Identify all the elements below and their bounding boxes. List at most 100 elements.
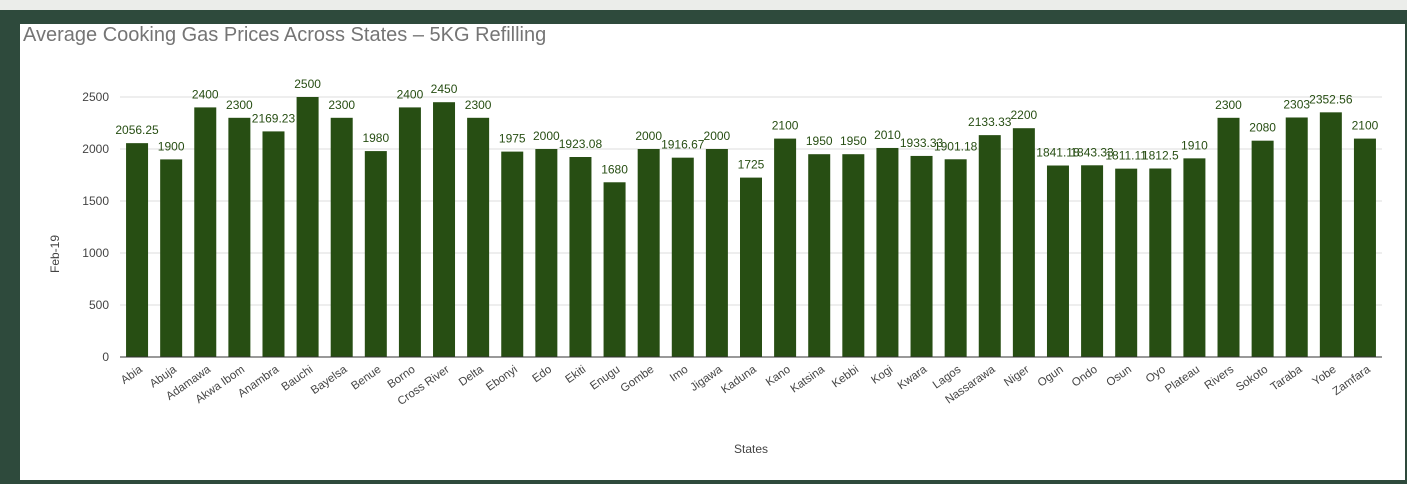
x-tick-label: Kwara	[896, 363, 930, 392]
bar-enugu	[603, 182, 626, 357]
data-label: 2100	[1352, 119, 1379, 133]
bar-jigawa	[705, 149, 728, 357]
data-label: 2169.23	[252, 111, 296, 125]
bar-osun	[1115, 168, 1138, 357]
bar-plateau	[1183, 158, 1206, 357]
data-label: 2500	[294, 77, 321, 91]
data-label: 1811.11	[1105, 149, 1147, 163]
bar-zamfara	[1353, 138, 1376, 357]
data-label: 1680	[601, 162, 628, 176]
data-label: 1980	[362, 131, 389, 145]
x-tick-label: Ekiti	[563, 364, 588, 386]
bar-kaduna	[740, 177, 762, 357]
data-label: 1725	[738, 158, 765, 172]
data-label: 2000	[533, 129, 560, 143]
bar-ondo	[1081, 165, 1104, 357]
data-label: 2100	[772, 119, 799, 133]
bars	[126, 97, 1376, 358]
x-tick-label: Osun	[1105, 364, 1134, 390]
data-label: 2300	[328, 98, 355, 112]
data-label: 1901.18	[934, 139, 978, 153]
y-axis-ticks: 0 500 1000 1500 2000 2500	[82, 90, 109, 364]
bar-rivers	[1217, 117, 1240, 357]
data-label: 2080	[1249, 121, 1276, 135]
data-label: 1841.18	[1036, 146, 1080, 160]
bar-niger	[1012, 128, 1035, 357]
bar-nassarawa	[978, 135, 1001, 357]
data-label: 1843.33	[1070, 145, 1114, 159]
x-tick-label: Abia	[119, 363, 145, 386]
bar-borno	[398, 107, 421, 358]
x-tick-label: Plateau	[1163, 364, 1202, 396]
x-tick-label: Sokoto	[1234, 364, 1270, 394]
data-label: 2000	[635, 129, 662, 143]
data-label: 2200	[1011, 108, 1038, 122]
data-label: 1812.5	[1142, 149, 1179, 163]
top-border-strip	[0, 0, 1407, 10]
x-tick-label: Kaduna	[719, 363, 759, 396]
x-tick-label: Taraba	[1269, 363, 1305, 393]
bar-lagos	[944, 159, 967, 357]
bar-katsina	[808, 154, 831, 357]
bar-bauchi	[296, 97, 319, 357]
bar-edo	[535, 149, 558, 357]
x-tick-label: Ebonyi	[484, 364, 520, 394]
data-label: 1910	[1181, 138, 1208, 152]
x-tick-label: Ondo	[1070, 364, 1100, 390]
bar-anambra	[262, 131, 285, 357]
data-label: 2352.56	[1309, 92, 1353, 106]
bar-abia	[126, 143, 149, 357]
x-tick-label: Enugu	[588, 364, 622, 393]
bar-gombe	[637, 149, 660, 357]
bar-kano	[774, 138, 797, 357]
x-tick-label: Jigawa	[688, 363, 725, 394]
bar-yobe	[1319, 112, 1342, 357]
x-tick-label: Bayelsa	[309, 363, 350, 397]
bar-bayelsa	[330, 117, 353, 357]
y-tick-label: 1000	[82, 246, 109, 260]
bar-cross-river	[433, 102, 456, 357]
x-tick-label: Ogun	[1036, 364, 1066, 390]
x-tick-label: Imo	[668, 364, 691, 385]
data-label: 2300	[1215, 98, 1242, 112]
y-tick-label: 2500	[82, 90, 109, 104]
bar-ogun	[1046, 165, 1069, 357]
y-tick-label: 500	[89, 298, 109, 312]
data-label: 1950	[806, 134, 833, 148]
x-tick-label: Niger	[1002, 364, 1032, 390]
data-label: 2300	[465, 98, 492, 112]
bar-adamawa	[194, 107, 217, 358]
bar-akwa-ibom	[228, 117, 251, 357]
bar-ebonyi	[501, 151, 524, 357]
x-tick-label: Delta	[457, 363, 486, 389]
x-tick-label: Katsina	[789, 363, 828, 395]
data-label: 2400	[397, 87, 424, 101]
data-label: 2400	[192, 87, 219, 101]
bar-taraba	[1285, 117, 1308, 357]
data-label: 1923.08	[559, 137, 603, 151]
x-tick-label: Kogi	[869, 364, 895, 387]
bar-delta	[467, 117, 490, 357]
bar-ekiti	[569, 156, 592, 357]
x-axis-title: States	[734, 442, 768, 456]
bar-kogi	[876, 147, 899, 357]
data-label: 2300	[226, 98, 253, 112]
y-axis-title: Feb-19	[48, 235, 62, 273]
x-tick-label: Benue	[349, 364, 383, 393]
data-label: 1950	[840, 134, 867, 148]
data-label: 1900	[158, 139, 185, 153]
bar-abuja	[160, 159, 183, 357]
data-label: 2450	[431, 82, 458, 96]
x-tick-label: Oyo	[1144, 364, 1168, 386]
x-tick-label: Kebbi	[830, 364, 861, 391]
bar-kebbi	[842, 154, 865, 357]
data-labels: 2056.251900240023002169.2325002300198024…	[115, 77, 1378, 176]
bar-benue	[364, 151, 387, 357]
y-tick-label: 0	[102, 350, 109, 364]
chart-title: Average Cooking Gas Prices Across States…	[23, 24, 547, 46]
y-tick-label: 2000	[82, 142, 109, 156]
data-label: 2000	[704, 129, 731, 143]
bar-imo	[671, 157, 694, 357]
